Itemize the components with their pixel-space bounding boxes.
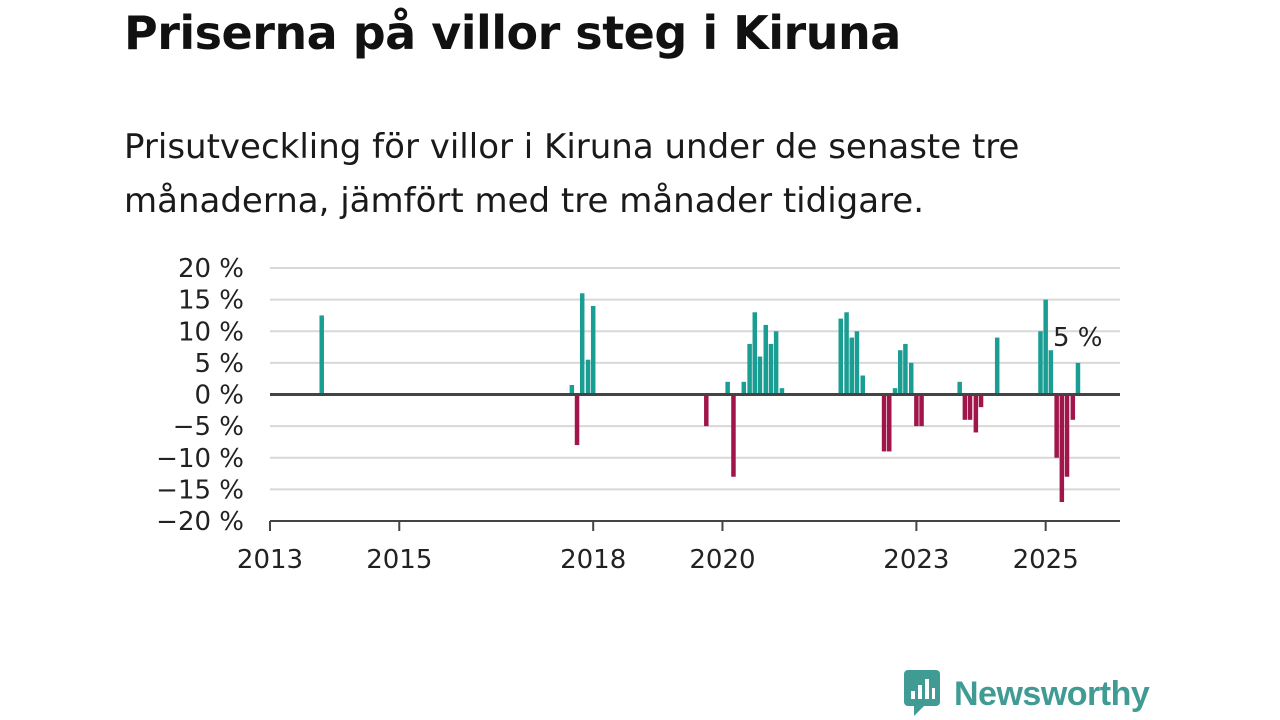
bar — [886, 394, 892, 452]
bar — [860, 375, 865, 395]
x-tick-label: 2013 — [237, 545, 303, 575]
x-tick-label: 2015 — [366, 545, 432, 575]
bar — [579, 293, 585, 395]
bar — [725, 381, 730, 395]
bar — [962, 394, 968, 420]
x-axis-labels: 2013 2015 2018 2020 2023 2025 — [237, 545, 1079, 575]
bar — [704, 394, 709, 427]
bar — [908, 362, 914, 395]
bar — [838, 318, 844, 395]
bar — [763, 324, 769, 395]
bar — [994, 337, 1000, 395]
x-tick-label: 2023 — [883, 545, 949, 575]
y-tick-label: −10 % — [156, 444, 244, 474]
bar — [1054, 394, 1059, 458]
bar — [747, 343, 752, 395]
bar — [844, 312, 849, 395]
y-tick-label: 5 % — [194, 349, 244, 379]
y-tick-label: 10 % — [178, 317, 244, 347]
bar-chart: 20 %15 %10 %5 %0 %−5 %−10 %−15 %−20 % 20… — [156, 254, 1120, 575]
y-tick-label: −5 % — [173, 412, 244, 442]
brand-name: Newsworthy — [954, 674, 1150, 713]
bar — [914, 394, 919, 427]
bar — [569, 385, 575, 395]
bar — [319, 315, 324, 395]
bar — [752, 312, 758, 395]
bar — [1070, 394, 1076, 420]
chart-bubble-icon — [904, 670, 940, 716]
bar — [957, 381, 962, 395]
bar — [1059, 394, 1065, 503]
bar — [1038, 331, 1043, 395]
bar — [967, 394, 973, 420]
y-axis-labels: 20 %15 %10 %5 %0 %−5 %−10 %−15 %−20 % — [156, 254, 244, 537]
bar — [1075, 362, 1081, 395]
bar — [779, 388, 785, 395]
bar — [897, 350, 903, 395]
axes — [269, 393, 1120, 531]
bar — [978, 394, 984, 408]
bar — [854, 331, 860, 395]
bar — [903, 343, 908, 395]
bar — [731, 394, 736, 477]
y-tick-label: 15 % — [178, 286, 244, 316]
chart-subtitle: Prisutveckling för villor i Kiruna under… — [124, 127, 1020, 221]
bar — [590, 305, 596, 395]
y-tick-label: −20 % — [156, 507, 244, 537]
x-tick-label: 2025 — [1013, 545, 1079, 575]
grid-lines — [270, 267, 1120, 491]
x-tick-label: 2018 — [560, 545, 626, 575]
bars — [319, 293, 1081, 503]
bar — [849, 337, 854, 395]
bar — [881, 394, 887, 452]
bar — [741, 381, 747, 395]
bar — [768, 343, 774, 395]
y-tick-label: 20 % — [178, 254, 244, 284]
bar — [1064, 394, 1070, 477]
bar — [574, 394, 580, 446]
bar — [892, 388, 898, 395]
bar — [773, 331, 779, 395]
y-tick-label: 0 % — [194, 381, 244, 411]
chart-title: Priserna på villor steg i Kiruna — [124, 6, 901, 60]
bar — [757, 356, 763, 395]
bar — [919, 394, 924, 427]
x-tick-label: 2020 — [689, 545, 755, 575]
newsworthy-logo: Newsworthy — [902, 668, 1150, 720]
bar — [1043, 299, 1048, 395]
bar — [973, 394, 979, 433]
bar — [1048, 350, 1054, 395]
y-tick-label: −15 % — [156, 475, 244, 505]
bar — [585, 359, 591, 395]
latest-value-label: 5 % — [1053, 323, 1103, 353]
